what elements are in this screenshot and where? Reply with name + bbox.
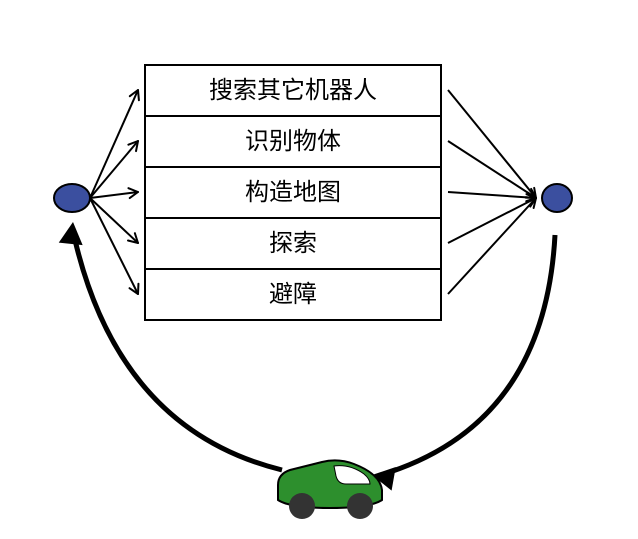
output-node bbox=[542, 184, 572, 212]
layer-label: 识别物体 bbox=[245, 128, 341, 155]
layer-label: 避障 bbox=[269, 281, 317, 308]
layer-label: 构造地图 bbox=[245, 179, 341, 206]
input-node bbox=[54, 184, 90, 212]
architecture-diagram: 搜索其它机器人识别物体构造地图探索避障 bbox=[0, 0, 638, 539]
layer-label: 搜索其它机器人 bbox=[209, 77, 377, 104]
layer-label: 探索 bbox=[269, 230, 317, 257]
